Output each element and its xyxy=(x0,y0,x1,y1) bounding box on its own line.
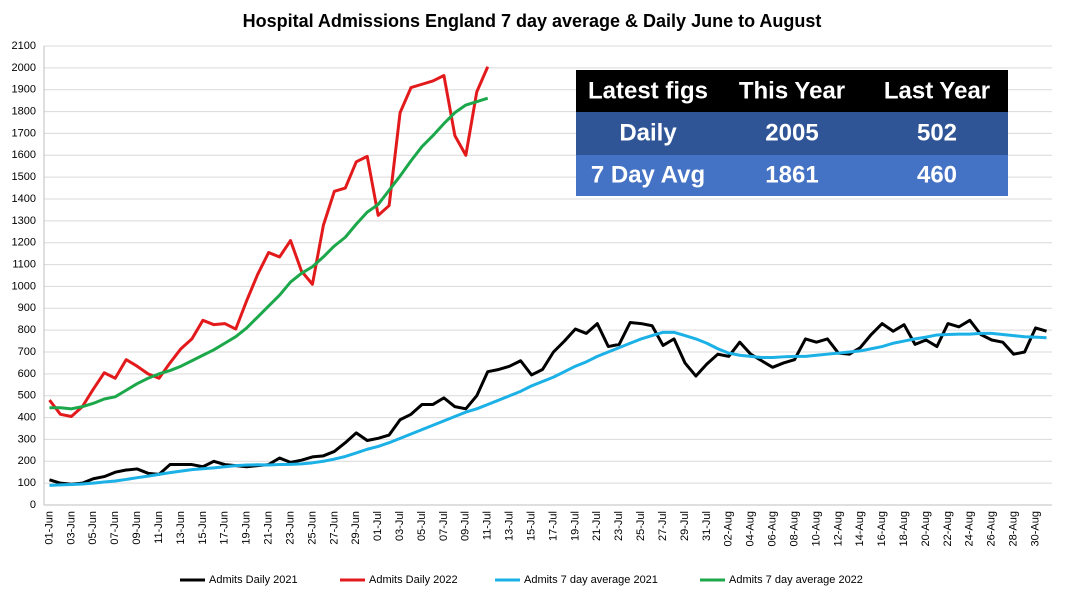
series-line xyxy=(49,96,489,411)
x-tick-label: 07-Jun xyxy=(109,511,121,545)
table-cell: Daily xyxy=(619,119,677,146)
x-tick-label: 27-Jul xyxy=(657,511,669,541)
table-header: Last Year xyxy=(884,77,990,104)
x-tick-label: 01-Jul xyxy=(372,511,384,541)
legend-label: Admits 7 day average 2022 xyxy=(729,574,863,586)
table-row-bg xyxy=(576,112,1008,155)
x-tick-label: 28-Aug xyxy=(1008,511,1020,546)
y-tick-label: 1500 xyxy=(12,171,36,183)
x-tick-label: 13-Jul xyxy=(504,511,516,541)
x-tick-label: 15-Jun xyxy=(197,511,209,545)
x-tick-label: 09-Jun xyxy=(131,511,143,545)
x-tick-label: 12-Aug xyxy=(832,511,844,546)
series-line xyxy=(48,66,490,418)
x-tick-label: 06-Aug xyxy=(767,511,779,546)
y-tick-label: 1200 xyxy=(12,237,36,249)
table-cell: 502 xyxy=(917,119,957,146)
table-cell: 7 Day Avg xyxy=(591,161,705,188)
x-tick-label: 03-Jul xyxy=(394,511,406,541)
series-line xyxy=(49,330,1047,487)
table-cell: 1861 xyxy=(765,161,818,188)
y-tick-label: 800 xyxy=(18,324,36,336)
x-tick-label: 21-Jul xyxy=(591,511,603,541)
x-tick-label: 25-Jun xyxy=(306,511,318,545)
y-tick-label: 700 xyxy=(18,346,36,358)
y-tick-label: 1800 xyxy=(12,105,36,117)
x-tick-label: 10-Aug xyxy=(810,511,822,546)
x-tick-label: 21-Jun xyxy=(263,511,275,545)
x-tick-label: 29-Jul xyxy=(679,511,691,541)
x-tick-label: 30-Aug xyxy=(1029,511,1041,546)
y-tick-label: 1600 xyxy=(12,149,36,161)
x-tick-label: 25-Jul xyxy=(635,511,647,541)
y-tick-label: 500 xyxy=(18,390,36,402)
x-tick-label: 27-Jun xyxy=(328,511,340,545)
table-cell: 460 xyxy=(917,161,957,188)
x-tick-label: 08-Aug xyxy=(788,511,800,546)
y-tick-label: 200 xyxy=(18,455,36,467)
y-tick-label: 1000 xyxy=(12,280,36,292)
x-tick-label: 17-Jul xyxy=(547,511,559,541)
x-tick-label: 09-Jul xyxy=(460,511,472,541)
y-tick-label: 300 xyxy=(18,433,36,445)
table-row-bg xyxy=(576,155,1008,196)
x-tick-label: 16-Aug xyxy=(876,511,888,546)
table-cell: 2005 xyxy=(765,119,818,146)
y-tick-label: 0 xyxy=(30,499,36,511)
x-tick-label: 04-Aug xyxy=(745,511,757,546)
x-tick-label: 05-Jul xyxy=(416,511,428,541)
plot-area: 0 100 200 300 400 500 600 700 800 900 1000 1100 1200… xyxy=(12,40,1052,586)
legend-label: Admits Daily 2021 xyxy=(209,574,298,586)
legend-label: Admits 7 day average 2021 xyxy=(524,574,658,586)
legend-label: Admits Daily 2022 xyxy=(369,574,458,586)
y-tick-label: 1700 xyxy=(12,127,36,139)
y-tick-label: 2000 xyxy=(12,62,36,74)
x-tick-label: 17-Jun xyxy=(219,511,231,545)
x-tick-label: 29-Jun xyxy=(350,511,362,545)
x-tick-label: 24-Aug xyxy=(964,511,976,546)
x-tick-label: 11-Jun xyxy=(153,511,165,544)
x-tick-label: 11-Jul xyxy=(482,511,494,540)
x-tick-label: 31-Jul xyxy=(701,511,713,541)
summary-table: Latest figs This Year Last Year Daily 20… xyxy=(576,70,1008,196)
x-tick-label: 23-Jun xyxy=(284,511,296,545)
x-tick-label: 22-Aug xyxy=(942,511,954,546)
y-tick-label: 2100 xyxy=(12,40,36,52)
x-tick-label: 18-Aug xyxy=(898,511,910,546)
table-header-bg xyxy=(576,70,1008,112)
y-tick-label: 1900 xyxy=(12,84,36,96)
y-tick-label: 1300 xyxy=(12,215,36,227)
y-tick-label: 600 xyxy=(18,368,36,380)
y-tick-label: 400 xyxy=(18,411,36,423)
x-tick-label: 07-Jul xyxy=(438,511,450,541)
y-tick-label: 100 xyxy=(18,477,36,489)
x-tick-label: 15-Jul xyxy=(525,511,537,541)
x-tick-label: 14-Aug xyxy=(854,511,866,546)
x-tick-label: 02-Aug xyxy=(723,511,735,546)
x-tick-label: 20-Aug xyxy=(920,511,932,546)
table-header: This Year xyxy=(739,77,845,104)
x-tick-label: 19-Jul xyxy=(569,511,581,541)
x-tick-label: 03-Jun xyxy=(65,511,77,545)
x-tick-label: 05-Jun xyxy=(87,511,99,545)
chart-title: Hospital Admissions England 7 day averag… xyxy=(243,11,822,31)
series-line xyxy=(49,318,1047,486)
x-tick-label: 19-Jun xyxy=(241,511,253,545)
y-tick-label: 1400 xyxy=(12,193,36,205)
y-tick-label: 1100 xyxy=(12,258,36,270)
y-tick-label: 900 xyxy=(18,302,36,314)
x-tick-label: 13-Jun xyxy=(175,511,187,545)
x-tick-label: 23-Jul xyxy=(613,511,625,541)
x-tick-label: 26-Aug xyxy=(986,511,998,546)
table-header: Latest figs xyxy=(588,77,708,104)
x-tick-label: 01-Jun xyxy=(43,511,55,545)
